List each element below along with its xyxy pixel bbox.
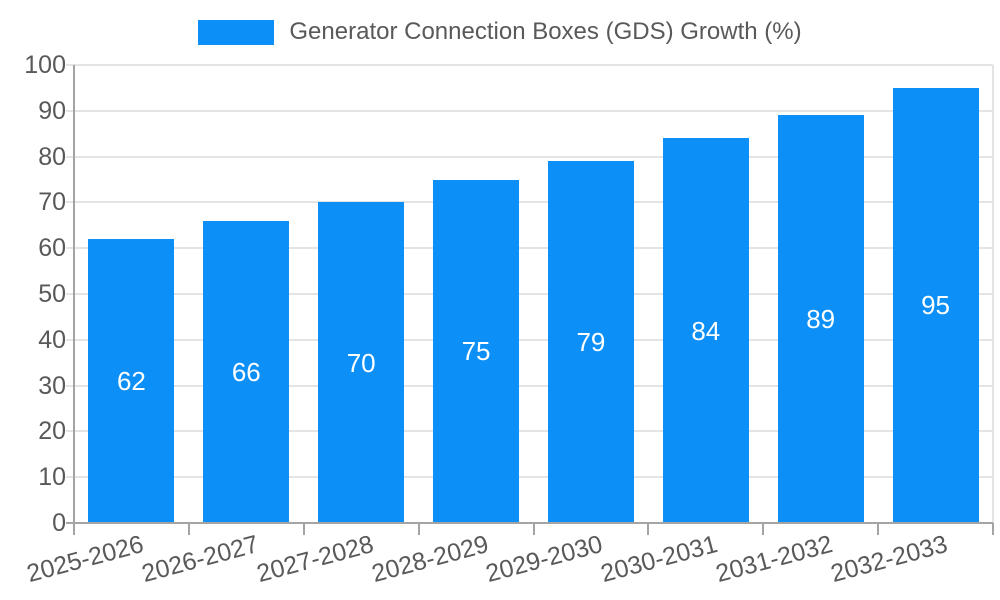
x-axis-tick	[647, 523, 650, 535]
bar-value-label: 62	[116, 366, 146, 397]
y-tick-label: 60	[38, 234, 66, 263]
x-tick-label: 2028-2029	[368, 530, 492, 589]
y-tick-label: 50	[38, 280, 66, 308]
bar-2030-2031	[662, 138, 749, 523]
y-tick-label: 10	[38, 463, 66, 492]
legend-label: Generator Connection Boxes (GDS) Growth …	[289, 18, 802, 45]
gridline-y-70	[66, 201, 993, 204]
x-axis-tick	[187, 523, 190, 535]
y-tick-label: 100	[24, 51, 66, 79]
bar-value-label: 95	[921, 290, 951, 321]
y-tick-label: 80	[38, 142, 66, 171]
bar-2029-2030	[547, 161, 634, 523]
x-tick-label: 2032-2033	[827, 530, 951, 589]
gridline-y-100	[66, 64, 993, 66]
bar-value-label: 70	[346, 347, 376, 378]
legend[interactable]: Generator Connection Boxes (GDS) Growth …	[0, 18, 1000, 46]
y-axis-line	[73, 65, 75, 523]
bar-value-label: 79	[576, 327, 606, 358]
y-tick-label: 90	[38, 96, 66, 125]
gridline-y-20	[66, 430, 993, 433]
x-axis-tick	[992, 523, 994, 535]
y-tick-label: 70	[38, 188, 66, 217]
y-tick-label: 20	[38, 417, 66, 446]
bar-2025-2026	[88, 239, 175, 523]
x-axis-tick	[532, 523, 535, 535]
x-tick-label: 2030-2031	[598, 530, 721, 589]
gridline-y-10	[66, 476, 993, 479]
y-tick-label: 40	[38, 325, 66, 354]
x-axis-tick	[73, 523, 75, 535]
gridline-y-90	[66, 109, 993, 112]
x-tick-label: 2027-2028	[253, 530, 377, 589]
x-tick-label: 2026-2027	[138, 530, 262, 589]
y-tick-label: 0	[52, 509, 66, 537]
bar-2028-2029	[433, 179, 520, 523]
x-axis-tick	[762, 523, 765, 535]
x-axis-line	[66, 522, 993, 524]
y-tick-label: 30	[38, 371, 66, 400]
gridline-y-80	[66, 155, 993, 158]
gridline-y-50	[66, 293, 993, 295]
bar-2031-2032	[777, 115, 864, 523]
legend-swatch	[198, 19, 275, 45]
bar-2027-2028	[318, 202, 405, 523]
bar-value-label: 89	[806, 304, 836, 335]
x-tick-label: 2025-2026	[23, 530, 147, 589]
bar-2032-2033	[892, 87, 979, 523]
gridline-y-60	[66, 247, 993, 250]
plot-right-border	[992, 65, 994, 523]
x-axis-tick	[302, 523, 305, 535]
x-axis-tick	[877, 523, 880, 535]
gridline-y-30	[66, 384, 993, 387]
bar-value-label: 75	[461, 336, 491, 367]
bar-value-label: 66	[231, 356, 261, 387]
gridline-y-40	[66, 338, 993, 341]
bar-value-label: 84	[691, 315, 721, 346]
x-tick-label: 2031-2032	[712, 530, 836, 589]
x-tick-label: 2029-2030	[483, 530, 606, 589]
x-axis-tick	[417, 523, 420, 535]
bar-2026-2027	[203, 220, 290, 523]
